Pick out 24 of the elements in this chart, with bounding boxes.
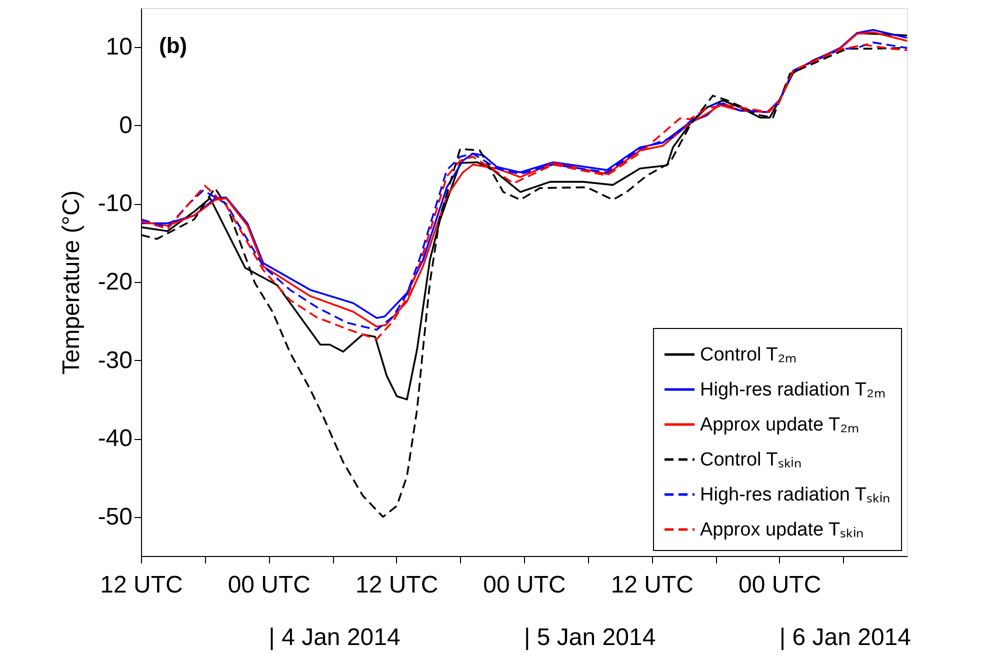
y-tick-label: -30 xyxy=(98,346,132,374)
x-tick-label: 12 UTC xyxy=(100,572,183,598)
y-tick-label: -10 xyxy=(98,190,132,218)
legend-label: High-res radiation T₂ₘ xyxy=(700,380,886,400)
annotation: (b) xyxy=(159,33,188,58)
x-tick-label: 12 UTC xyxy=(610,572,694,598)
x-tick-label: 12 UTC xyxy=(355,572,438,598)
y-tick-label: 10 xyxy=(106,34,132,61)
text: | 6 Jan 2014 xyxy=(779,624,912,651)
x-tick-label: 00 UTC xyxy=(483,572,566,598)
y-tick-label: -50 xyxy=(98,503,132,530)
legend-label: Approx update T₂ₘ xyxy=(700,414,860,436)
legend-label: Control T₂ₘ xyxy=(700,344,798,366)
y-tick-label: -40 xyxy=(98,425,132,452)
legend-label: Control Tₛₖᵢₙ xyxy=(700,450,802,470)
legend-label: Approx update Tₛₖᵢₙ xyxy=(700,520,864,540)
legend-label: High-res radiation Tₛₖᵢₙ xyxy=(700,484,890,506)
y-tick-label: -20 xyxy=(98,268,132,296)
y-axis-title: Temperature (°C) xyxy=(58,190,85,375)
x-tick-label: 00 UTC xyxy=(738,572,822,598)
y-tick-label: 0 xyxy=(119,112,132,139)
text: | 5 Jan 2014 xyxy=(524,624,656,651)
text: | 4 Jan 2014 xyxy=(268,624,400,651)
x-tick-label: 00 UTC xyxy=(228,572,311,598)
